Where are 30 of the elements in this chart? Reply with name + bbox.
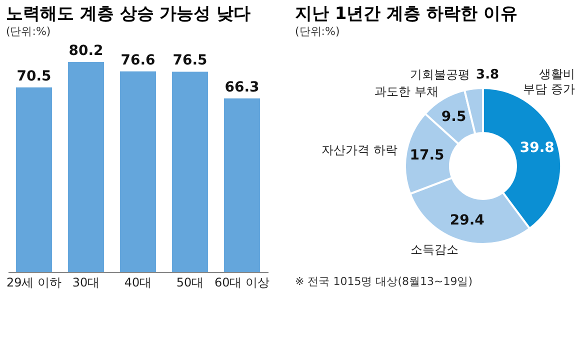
data-label: 70.5	[16, 68, 52, 84]
x-tick-label: 60대 이상	[214, 276, 270, 290]
x-tick-label: 50대	[176, 276, 204, 290]
data-label: 29.4	[450, 212, 485, 229]
data-label: 39.8	[520, 140, 554, 156]
slice-label: 자산가격 하락	[322, 142, 398, 157]
chart-subtitle: (단위:%)	[6, 25, 51, 38]
slice-label: 기회불공평	[410, 68, 470, 82]
slice-label: 과도한 부채	[374, 84, 438, 98]
data-label: 17.5	[410, 147, 444, 164]
bar	[68, 62, 104, 272]
data-label: 66.3	[224, 79, 260, 96]
x-tick-label: 40대	[124, 276, 152, 290]
slice-label: 생활비 부담 증가	[523, 67, 575, 96]
chart-title: 지난 1년간 계층 하락한 이유	[295, 4, 518, 24]
x-tick-label: 30대	[72, 276, 100, 290]
x-tick-label: 29세 이하	[6, 276, 62, 290]
bar	[224, 98, 260, 272]
chart-title: 노력해도 계층 상승 가능성 낮다	[6, 4, 251, 24]
bar	[172, 72, 208, 272]
data-label: 3.8	[476, 68, 500, 83]
chart-subtitle: (단위:%)	[295, 25, 340, 38]
bar	[16, 87, 52, 272]
data-label: 80.2	[68, 43, 104, 59]
bar	[120, 71, 156, 272]
data-label: 9.5	[441, 109, 466, 126]
data-label: 76.5	[172, 52, 208, 69]
text: ※ 전국 1015명 대상(8월13~19일)	[295, 275, 472, 288]
slice-label: 소득감소	[410, 242, 459, 257]
data-label: 76.6	[120, 52, 156, 68]
